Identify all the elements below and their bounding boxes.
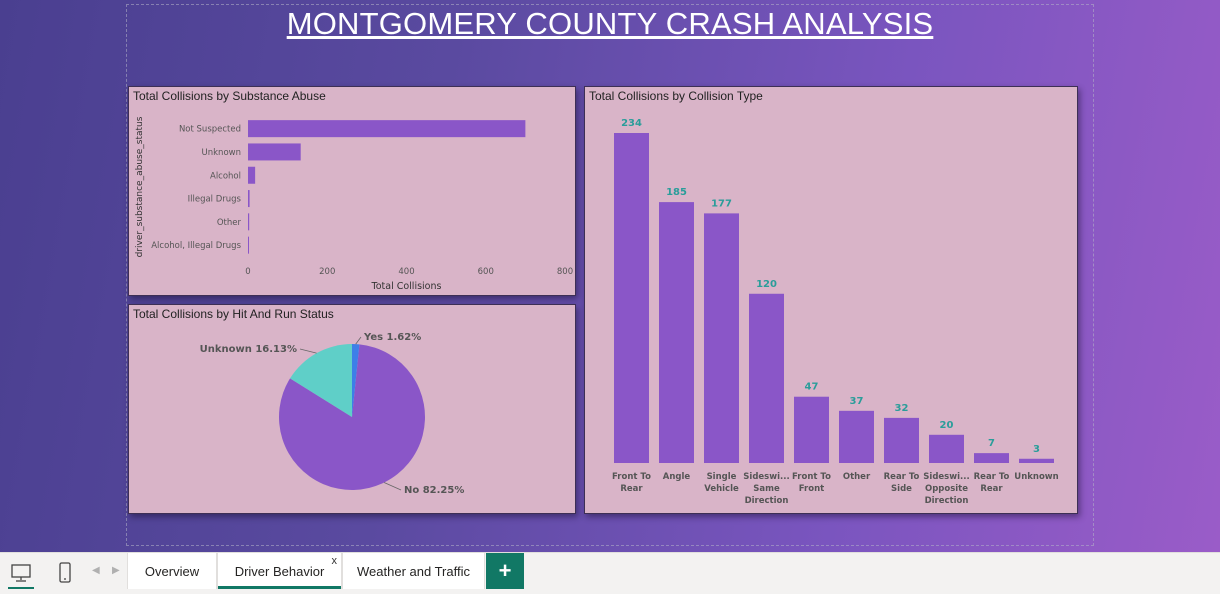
collision-data-label: 32 [895,403,909,414]
scroll-left-icon[interactable]: ◀ [92,565,100,576]
collision-type-chart[interactable]: Total Collisions by Collision Type 234 Fr… [584,86,1078,514]
substance-category-label: Alcohol, Illegal Drugs [151,241,241,251]
substance-x-tick: 400 [398,267,414,277]
page-tab-bar: ◀ ▶ Overview Driver Behavior x Weather a… [0,552,1220,594]
collision-data-label: 234 [621,118,642,129]
substance-category-label: Not Suspected [179,125,241,135]
substance-bar [248,143,301,161]
hitrun-chart-title: Total Collisions by Hit And Run Status [133,307,334,321]
collision-category-label: Front [799,484,824,494]
close-icon[interactable]: x [331,555,338,567]
collision-category-label: Front To [792,472,831,482]
substance-category-label: Other [217,218,242,228]
tab-overview[interactable]: Overview [127,553,217,589]
substance-category-label: Unknown [202,148,241,158]
mobile-view-button[interactable] [52,559,78,587]
hitrun-slice [352,344,360,417]
collision-category-label: Single [707,472,737,482]
collision-category-label: Rear [980,484,1003,494]
monitor-icon [11,564,31,582]
tab-driver-behavior[interactable]: Driver Behavior x [217,553,342,589]
hitrun-chart-plot: No 82.25% Unknown 16.13% Yes 1.62% [200,332,465,496]
substance-bar [248,213,250,231]
substance-x-tick: 800 [557,267,573,277]
collision-category-label: Other [843,472,871,482]
page-boundary [126,4,1094,546]
collision-bar [884,417,919,463]
substance-x-axis-label: Total Collisions [371,281,442,292]
collision-category-label: Same [753,484,780,494]
collision-category-label: Direction [925,496,969,506]
desktop-view-button[interactable] [8,559,34,589]
collision-category-label: Unknown [1014,472,1058,482]
phone-icon [59,562,71,583]
collision-category-label: Opposite [925,484,968,494]
collision-data-label: 120 [756,279,777,290]
substance-category-label: Alcohol [210,171,241,181]
collision-bar [974,453,1009,463]
collision-category-label: Rear To [974,472,1010,482]
substance-bar [248,190,250,208]
collision-chart-plot: 234 Front To Rear 185 Angle 177 Single Vehicle 1… [612,118,1059,506]
report-canvas: MONTGOMERY COUNTY CRASH ANALYSIS Total C… [0,0,1220,552]
collision-category-label: Rear To [884,472,920,482]
collision-bar [839,410,874,463]
hitrun-leader-line [299,348,317,354]
collision-category-label: Vehicle [704,484,739,494]
tab-driver-behavior-label: Driver Behavior [234,563,325,579]
scroll-right-icon[interactable]: ▶ [112,565,120,576]
collision-data-label: 20 [940,420,954,431]
tab-weather-traffic-label: Weather and Traffic [357,563,470,579]
collision-data-label: 37 [850,396,864,407]
collision-bar [794,396,829,463]
substance-x-tick: 200 [319,267,335,277]
collision-data-label: 7 [988,438,995,449]
hitrun-leader-line [355,336,362,345]
collision-category-label: Sideswi... [923,472,969,482]
tab-overview-label: Overview [144,563,200,579]
substance-abuse-chart[interactable]: Total Collisions by Substance Abuse Not … [128,86,576,296]
collision-bar [929,434,964,463]
collision-bar [1019,458,1054,463]
substance-chart-title: Total Collisions by Substance Abuse [133,89,326,103]
collision-bar [749,293,784,463]
hitrun-data-label: Yes 1.62% [363,332,421,343]
collision-category-label: Direction [745,496,789,506]
collision-bar [614,133,649,463]
collision-chart-title: Total Collisions by Collision Type [589,89,763,103]
collision-data-label: 177 [711,198,732,209]
substance-chart-plot: Not Suspected Unknown Alcohol Illegal Drugs… [135,116,573,292]
substance-category-label: Illegal Drugs [188,195,242,205]
substance-bar [248,120,526,138]
substance-x-tick: 600 [478,267,494,277]
collision-data-label: 47 [805,382,819,393]
substance-x-tick: 0 [245,267,250,277]
collision-category-label: Angle [663,472,691,482]
report-title: MONTGOMERY COUNTY CRASH ANALYSIS [286,6,934,41]
hitrun-data-label: Unknown 16.13% [200,344,297,355]
collision-category-label: Front To [612,472,651,482]
hitrun-slice [279,344,426,490]
tab-weather-traffic[interactable]: Weather and Traffic [342,553,485,589]
collision-bar [659,202,694,463]
add-page-button[interactable]: + [486,553,524,589]
hit-and-run-chart[interactable]: Total Collisions by Hit And Run Status N… [128,304,576,514]
collision-category-label: Side [891,484,912,494]
collision-data-label: 3 [1033,444,1040,455]
hitrun-slice [290,344,352,417]
substance-y-axis-label: driver_substance_abuse_status [135,116,145,257]
collision-category-label: Rear [620,484,643,494]
collision-category-label: Sideswi... [743,472,789,482]
collision-bar [704,213,739,463]
substance-bar [248,166,256,184]
hitrun-leader-line [383,482,402,491]
collision-data-label: 185 [666,187,687,198]
hitrun-data-label: No 82.25% [404,485,464,496]
substance-bar [248,236,249,254]
